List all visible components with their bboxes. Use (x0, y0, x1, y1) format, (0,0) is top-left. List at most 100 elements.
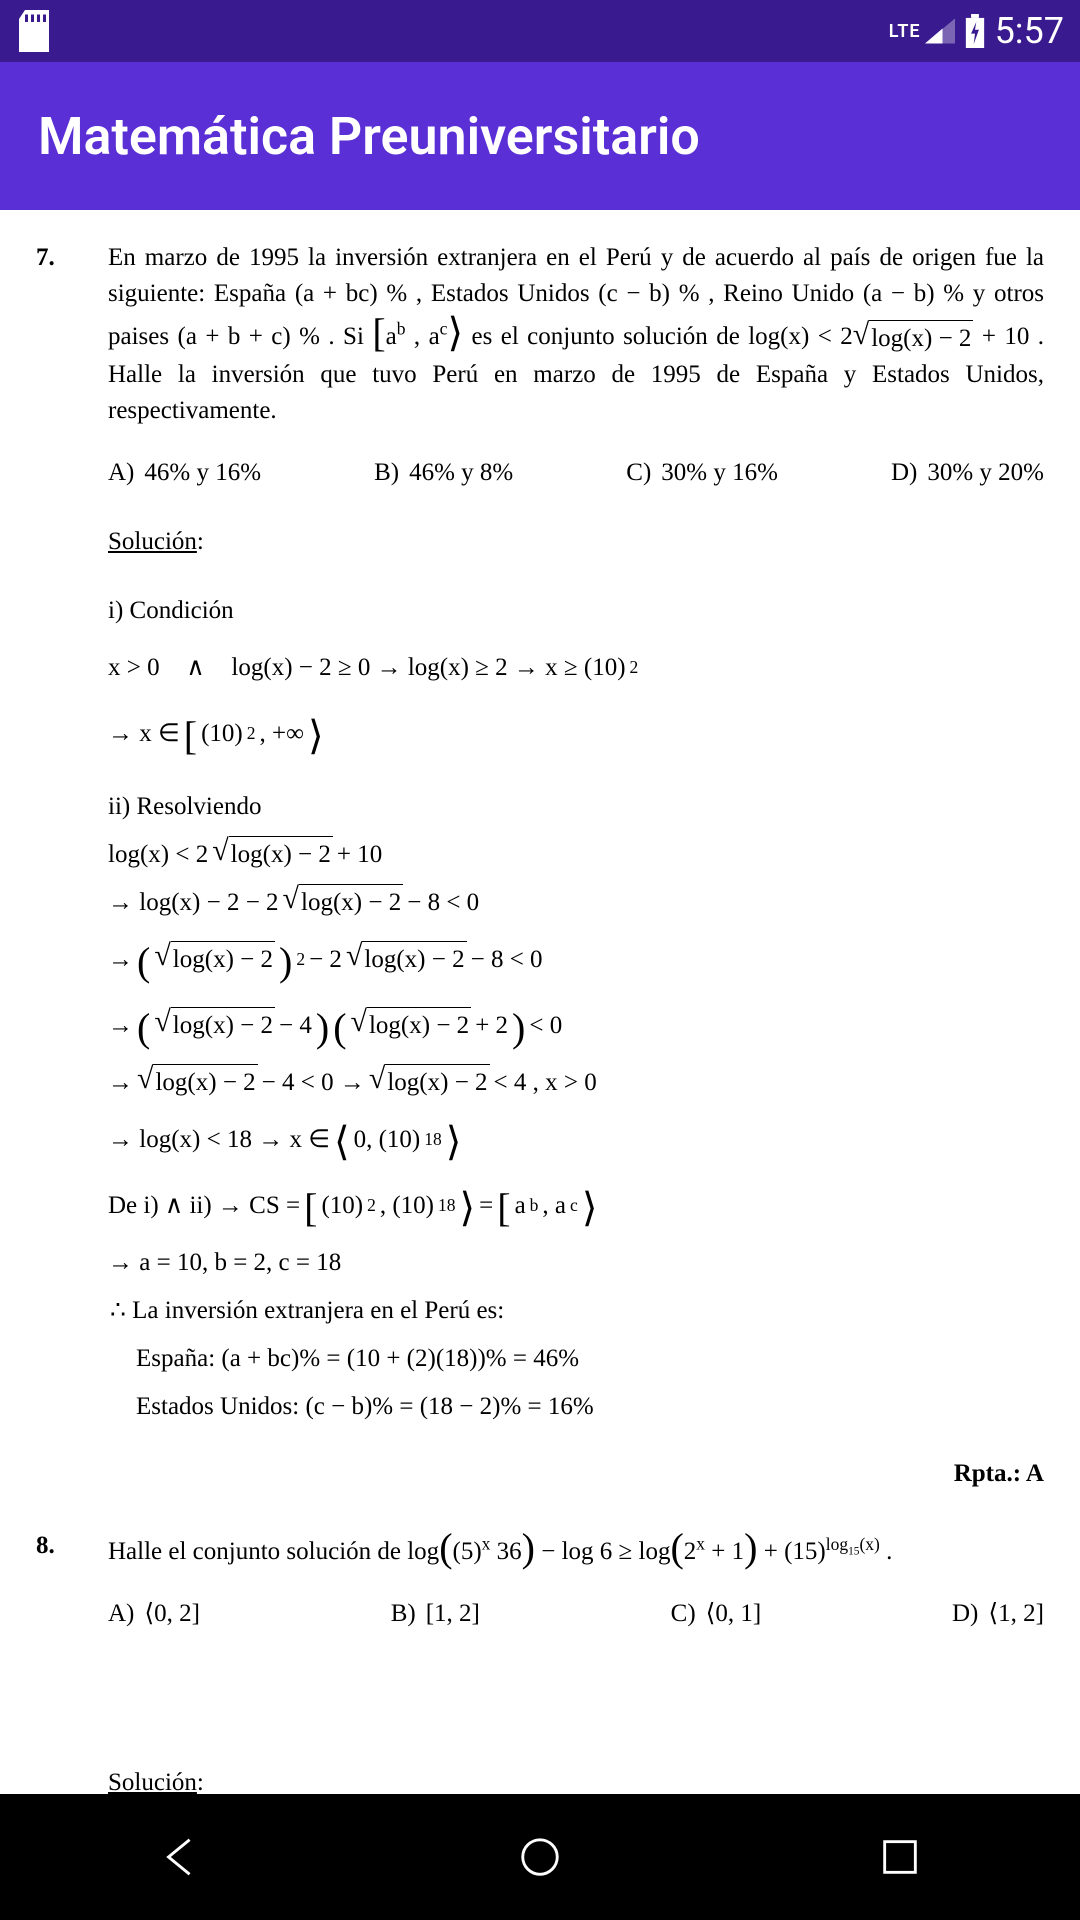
solution-line: → log(x) < 18 → x ∈ ⟨0, (10)18⟩ (108, 1110, 1044, 1170)
sup-log: log15(x) (826, 1534, 880, 1554)
text: x > 0 (108, 650, 160, 686)
choice-c: C) ⟨0, 1] (671, 1596, 762, 1632)
text: → x ∈ (108, 716, 180, 752)
paren: ( (333, 1010, 346, 1046)
text: log(x) < 2 (108, 837, 208, 873)
text: − log 6 ≥ log (535, 1538, 670, 1565)
recents-button[interactable] (865, 1822, 935, 1892)
solution-line: → a = 10, b = 2, c = 18 (108, 1242, 1044, 1284)
home-icon (517, 1834, 563, 1880)
paren: ( (439, 1525, 452, 1570)
problem-number: 7. (36, 240, 78, 1492)
text: − 2 (309, 942, 342, 978)
radical-icon: √ (351, 1007, 367, 1044)
radical-icon: √ (137, 1064, 153, 1101)
choice-label: D) (952, 1596, 978, 1632)
problem-statement: En marzo de 1995 la inversión extranjera… (108, 240, 1044, 429)
text: . Si (328, 323, 372, 350)
choice-value: [1, 2] (426, 1596, 480, 1632)
radical-icon: √ (154, 941, 170, 978)
math-interval: [ab , ac⟩ (372, 323, 471, 350)
text: 0, (10) (354, 1122, 421, 1158)
text: , (10) (380, 1188, 434, 1224)
sd-card-icon (16, 10, 52, 52)
math-expr: (a + bc) % (295, 280, 407, 307)
sqrt-arg: log(x) − 2 (385, 1064, 489, 1101)
sqrt-arg: log(x) − 2 (367, 1007, 471, 1044)
text: es el conjunto solución de (471, 323, 748, 350)
text: (5) (453, 1538, 482, 1565)
choice-label: A) (108, 455, 134, 491)
choice-label: D) (891, 455, 917, 491)
text: , a (406, 323, 440, 350)
solution-heading: Solución (108, 1765, 204, 1795)
text: 2 (684, 1538, 697, 1565)
text: + 10 (973, 323, 1029, 350)
app-bar: Matemática Preuniversitario (0, 62, 1080, 210)
sqrt-arg: log(x) − 2 (869, 320, 973, 357)
text: . (880, 1538, 893, 1565)
solution-ii-head: ii) Resolviendo (108, 786, 1044, 828)
math-expr: (c − b) % (598, 280, 699, 307)
text: De i) ∧ ii) → CS = (108, 1188, 300, 1224)
text: − 8 < 0 (471, 942, 543, 978)
solution-line: → (√log(x) − 2 − 4)(√log(x) − 2 + 2) < 0 (108, 996, 1044, 1056)
content-scroll-view[interactable]: 7. En marzo de 1995 la inversión extranj… (0, 210, 1080, 1794)
bracket: ⟩ (308, 718, 324, 754)
text: Halle el conjunto solución de (108, 1538, 407, 1565)
choice-value: 46% y 16% (144, 455, 261, 491)
bracket: ⟩ (582, 1190, 598, 1226)
choice-d: D) 30% y 20% (891, 455, 1044, 491)
signal-icon (925, 18, 955, 44)
solution-i-head: i) Condición (108, 590, 1044, 632)
paren: ( (670, 1525, 683, 1570)
choice-value: ⟨0, 1] (706, 1596, 762, 1632)
radical-icon: √ (212, 836, 228, 873)
text: → log(x) − 2 − 2 (108, 885, 279, 921)
text: < 4 , x > 0 (494, 1065, 597, 1101)
back-icon (157, 1834, 203, 1880)
paren: ( (137, 944, 150, 980)
bracket: [ (184, 718, 197, 754)
home-button[interactable] (505, 1822, 575, 1892)
solution-line: España: (a + bc)% = (10 + (2)(18))% = 46… (108, 1338, 1044, 1380)
text: + 10 (337, 837, 382, 873)
bracket: ⟩ (460, 1190, 476, 1226)
text: log (407, 1538, 439, 1565)
choice-label: C) (626, 455, 651, 491)
back-button[interactable] (145, 1822, 215, 1892)
choice-value: 30% y 20% (927, 455, 1044, 491)
problem-number: 8. (36, 1528, 78, 1794)
sqrt-arg: log(x) − 2 (171, 1007, 275, 1044)
choice-label: C) (671, 1596, 696, 1632)
text: , Reino Unido (708, 280, 863, 307)
text: , a (542, 1188, 566, 1224)
solution-line: x > 0 ∧ log(x) − 2 ≥ 0 → log(x) ≥ 2 → x … (108, 638, 1044, 698)
sup: 2 (630, 655, 639, 680)
navigation-bar (0, 1794, 1080, 1920)
choice-a: A) ⟨0, 2] (108, 1596, 200, 1632)
sqrt-arg: log(x) − 2 (171, 941, 275, 978)
text: (x) (859, 1534, 879, 1554)
recents-icon (877, 1834, 923, 1880)
sup: b (397, 318, 406, 338)
text: (10) (201, 716, 243, 752)
sqrt-arg: log(x) − 2 (362, 941, 466, 978)
clock-label: 5:57 (995, 10, 1064, 52)
sub: 15 (848, 1545, 859, 1557)
problem-8: 8. Halle el conjunto solución de log((5)… (36, 1528, 1044, 1794)
choice-value: ⟨0, 2] (144, 1596, 200, 1632)
choice-d: D) ⟨1, 2] (952, 1596, 1044, 1632)
choice-a: A) 46% y 16% (108, 455, 261, 491)
bracket: [ (497, 1190, 510, 1226)
text: , Estados Unidos (416, 280, 598, 307)
sqrt-arg: log(x) − 2 (299, 884, 403, 921)
text: − 4 (279, 1008, 312, 1044)
radical-icon: √ (154, 1007, 170, 1044)
bracket: [ (304, 1190, 317, 1226)
paren: ( (137, 1010, 150, 1046)
math-expr: (a − b) % y (863, 280, 985, 307)
sqrt-arg: log(x) − 2 (153, 1064, 257, 1101)
solution-line: De i) ∧ ii) → CS = [(10)2 , (10)18⟩ = [a… (108, 1176, 1044, 1236)
paren: ) (744, 1525, 757, 1570)
